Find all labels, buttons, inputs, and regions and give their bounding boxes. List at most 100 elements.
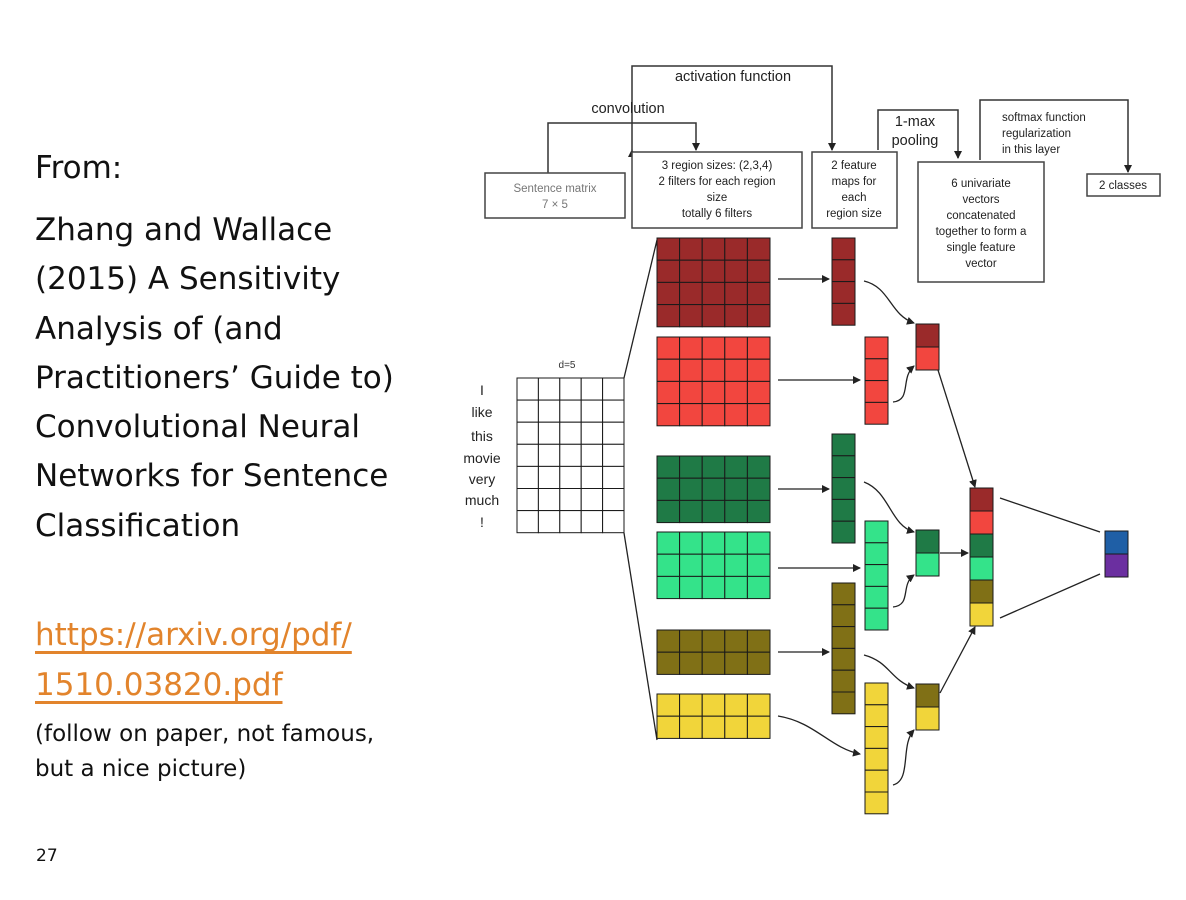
top-connectors (544, 65, 1132, 179)
one-max-label-line1: 1-max (895, 114, 936, 130)
filter-light-green-cell (679, 553, 703, 577)
filter-dark-red-cell (701, 281, 726, 306)
classes-label: 2 classes (1099, 180, 1147, 192)
input-matrix-cell (559, 421, 582, 445)
feature-line4: region size (826, 208, 882, 220)
fan-line-bottom (623, 532, 658, 741)
filter-dark-red-cell (724, 304, 748, 328)
region-line1: 3 region sizes: (2,3,4) (662, 160, 773, 172)
line-output-bottom (999, 573, 1101, 619)
feature-map-dark-green-cell (831, 520, 856, 544)
feature-map-dark-red (831, 237, 856, 326)
filter-dark-red-cell (701, 259, 726, 283)
feature-map-olive-cell (831, 647, 856, 671)
input-matrix-cell (559, 465, 582, 489)
input-matrix-cell (516, 510, 539, 534)
feature-map-red (864, 336, 889, 425)
filter-light-green-cell (746, 553, 771, 577)
filter-light-green-cell (746, 575, 771, 600)
softmax-label-line1: softmax function (1002, 112, 1086, 124)
paper-citation: Zhang and Wallace (2015) A Sensitivity A… (35, 212, 394, 544)
pooled-cell (915, 683, 940, 708)
pooling-connector (877, 109, 962, 159)
sentence-word: ! (480, 514, 484, 530)
input-matrix-cell (580, 399, 604, 423)
filter-red-cell (701, 358, 726, 382)
filter-matrices (656, 237, 771, 739)
filter-yellow-cell (679, 715, 703, 739)
input-matrix-cell (516, 421, 539, 445)
arrow-pool-4 (892, 574, 915, 608)
filter-light-green-cell (724, 575, 748, 600)
region-line3: size (707, 192, 727, 204)
feature-map-dark-green-cell (831, 498, 856, 522)
feature-line2: maps for (832, 176, 877, 188)
filter-dark-red-cell (746, 237, 771, 261)
feature-map-yellow-cell (864, 791, 889, 815)
info-boxes (484, 151, 1161, 283)
filter-light-green-cell (724, 553, 748, 577)
feature-map-light-green-cell (864, 607, 889, 631)
feature-map-olive-cell (831, 604, 856, 628)
input-matrix-cell (559, 443, 582, 467)
filter-red-cell (701, 380, 726, 405)
feature-map-olive-cell (831, 626, 856, 649)
arxiv-link[interactable]: https://arxiv.org/pdf/ 1510.03820.pdf (35, 610, 415, 710)
univariate-line4: together to form a (936, 226, 1027, 238)
one-max-label-line2: pooling (892, 133, 939, 149)
feature-map-dark-green-cell (831, 455, 856, 479)
filter-dark-green-cell (724, 455, 748, 479)
feature-map-dark-red-cell (831, 281, 856, 304)
feature-map-light-green-cell (864, 564, 889, 587)
feature-map-olive-cell (831, 691, 856, 715)
feature-map-light-green-cell (864, 542, 889, 566)
arxiv-link-line1: https://arxiv.org/pdf/ (35, 617, 352, 653)
sentence-word: movie (463, 450, 501, 466)
feature-map-dark-red-cell (831, 302, 856, 326)
feature-map-dark-green-cell (831, 477, 856, 500)
softmax-label-line3: in this layer (1002, 144, 1060, 156)
univariate-box (917, 161, 1045, 283)
feature-map-olive-cell (831, 669, 856, 693)
sentence-matrix-box (484, 172, 626, 219)
filter-dark-red-cell (656, 259, 681, 283)
arrow-concat-1 (937, 369, 977, 488)
filter-dark-red-cell (724, 237, 748, 261)
concat-cell-dark-red (969, 487, 994, 512)
input-matrix-cell (580, 488, 604, 512)
feature-line3: each (842, 192, 867, 204)
sentence-word: very (469, 471, 495, 487)
filter-olive-cell (656, 629, 681, 653)
pooled-cell (915, 706, 940, 731)
filter-red-cell (724, 336, 748, 360)
filter-olive-cell (746, 629, 771, 653)
filter-light-green-cell (701, 575, 726, 600)
arrow-pool-6 (892, 729, 915, 786)
input-matrix (516, 377, 625, 534)
feature-map-red-cell (864, 336, 889, 360)
filter-yellow-cell (679, 693, 703, 717)
input-matrix-cell (559, 510, 582, 534)
concatenated-vector (969, 487, 994, 627)
filter-dark-red-cell (724, 259, 748, 283)
concat-cell-red (969, 510, 994, 535)
concat-cell-light-green (969, 556, 994, 581)
input-matrix-cell (559, 377, 582, 401)
fan-line-top (623, 239, 658, 379)
feature-map-yellow-cell (864, 682, 889, 706)
filter-olive-cell (746, 651, 771, 675)
filter-yellow-cell (701, 693, 726, 717)
activation-connector (628, 65, 836, 157)
filter-light-green-cell (701, 553, 726, 577)
input-matrix-cell (580, 465, 604, 489)
filter-dark-red-cell (746, 259, 771, 283)
filter-light-green-cell (656, 531, 681, 555)
filter-yellow-cell (746, 693, 771, 717)
feature-map-red-cell (864, 358, 889, 382)
fan-lines (623, 239, 658, 741)
convolution-label: convolution (591, 101, 664, 117)
pooled-cell (915, 323, 940, 348)
